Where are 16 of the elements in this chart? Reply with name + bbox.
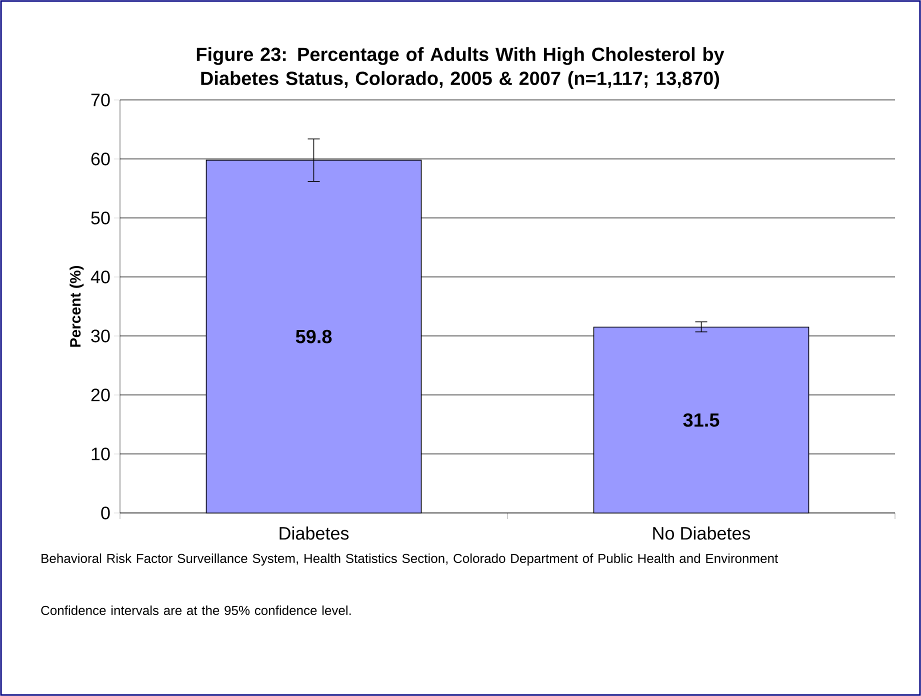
y-tick-label: 30 <box>91 330 110 342</box>
chart-title: Figure 23: Percentage of Adults With High Cholesterol by Diabetes Status, Colorado, 2005 & 2007 (n=1,117; 13,870) <box>196 47 724 89</box>
y-axis-title: Percent (%) <box>70 266 84 347</box>
y-tick-label: 40 <box>90 270 110 284</box>
text: Confidence intervals are at the 95% confidence level. <box>41 606 351 616</box>
y-tick-label: 50 <box>91 212 110 224</box>
y-tick-label: 0 <box>101 506 110 520</box>
y-tick-label: 20 <box>91 388 110 402</box>
y-tick-label: 10 <box>92 448 110 460</box>
y-tick-label: 70 <box>91 94 110 106</box>
data-label: 59.8 <box>296 330 332 344</box>
y-tick-label: 60 <box>91 152 110 166</box>
x-tick-label: No Diabetes <box>653 526 750 540</box>
text: Behavioral Risk Factor Surveillance System, Health Statistics Section, Colorado Department of Public Health and Environment <box>42 554 778 566</box>
x-tick-label: Diabetes <box>280 526 349 540</box>
data-label: 31.5 <box>683 413 720 427</box>
